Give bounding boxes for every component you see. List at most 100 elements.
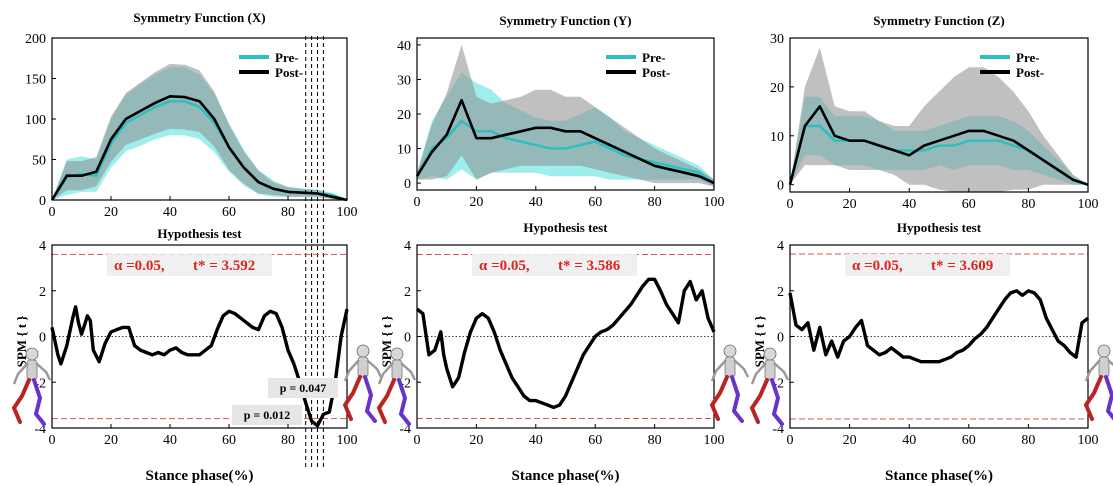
y-axis-label: SPM { t } [379,316,394,368]
x-tick-label: 60 [962,197,976,212]
panel-title: Hypothesis test [897,220,982,235]
runner-skeleton-icon [376,347,417,426]
legend-label: Pre- [275,50,299,65]
panel-title: Symmetry Function (X) [133,10,265,25]
post-mean-line [788,105,1089,186]
x-tick-label: 100 [337,433,358,448]
y-tick-label: 0 [404,331,411,346]
y-tick-label: 50 [32,154,46,169]
y-tick-label: 200 [25,32,46,47]
tstar-label: t* = 3.586 [558,258,621,274]
x-tick-label: 0 [49,205,56,220]
legend-label: Pre- [1016,50,1040,65]
panel-title: Hypothesis test [523,220,608,235]
p-value-box [232,405,302,425]
p-value-box [268,378,338,398]
critical-label-box [107,254,272,276]
panel-4: Hypothesis test α =0.05, t* = 3.592 p = 0.0… [11,226,383,484]
post-sd-band [52,63,347,201]
critical-label-box [845,254,1010,276]
legend-label: Post- [642,65,670,80]
alpha-label: α =0.05, [479,258,530,274]
x-tick-label: 80 [281,433,295,448]
runner-skeleton-icon [11,347,52,426]
y-tick-label: 30 [397,73,411,88]
y-tick-label: 100 [25,113,46,128]
y-tick-label: 10 [397,143,411,158]
runner-skeleton-icon [342,344,383,423]
x-tick-label: 40 [163,433,177,448]
x-tick-label: 20 [104,433,118,448]
x-tick-label: 20 [469,195,483,210]
x-tick-label: 100 [704,195,725,210]
y-tick-label: 4 [777,239,784,254]
x-axis-label: Stance phase(%) [146,468,254,484]
y-tick-label: 20 [770,81,784,96]
y-axis-label: SPM { t } [752,316,767,368]
panel-3: Symmetry Function (Z) Pre-Post- 0 20 40 60 80 1… [770,13,1099,212]
x-tick-label: 0 [414,195,421,210]
y-tick-label: 2 [777,285,784,300]
x-tick-label: 60 [588,433,602,448]
panel-2: Symmetry Function (Y) Pre-Post- 0 20 40 60 80 1… [397,13,725,210]
alpha-label: α =0.05, [114,258,165,274]
y-tick-label: 150 [25,73,46,88]
x-tick-label: 40 [529,195,543,210]
x-tick-label: 60 [588,195,602,210]
x-tick-label: 0 [49,433,56,448]
tstar-label: t* = 3.609 [931,258,993,274]
y-tick-label: 20 [397,108,411,123]
x-tick-label: 40 [902,197,916,212]
x-tick-label: 20 [469,433,483,448]
x-tick-label: 60 [222,433,236,448]
runner-skeleton-icon [709,344,750,423]
x-tick-label: 40 [163,205,177,220]
alpha-label: α =0.05, [852,258,903,274]
y-tick-label: 2 [39,285,46,300]
x-tick-label: 100 [1078,197,1099,212]
legend-label: Pre- [642,50,666,65]
y-tick-label: 0 [777,331,784,346]
p-value-label: p = 0.047 [280,381,327,395]
panel-title: Hypothesis test [157,226,242,241]
x-tick-label: 80 [1021,197,1035,212]
x-tick-label: 40 [902,433,916,448]
x-tick-label: 80 [1021,433,1035,448]
x-tick-label: 80 [648,433,662,448]
x-tick-label: 40 [529,433,543,448]
pre-mean-line [415,119,715,185]
post-mean-line [50,95,348,202]
critical-label-box [472,254,637,276]
panel-1: Symmetry Function (X) Pre-Post- 0 20 40 60 80 1… [25,10,358,220]
panel-title: Symmetry Function (Y) [499,13,631,28]
y-tick-label: -4 [772,422,784,437]
runner-skeleton-icon [749,347,790,426]
y-tick-label: 0 [777,179,784,194]
x-tick-label: 100 [1078,433,1099,448]
x-tick-label: 80 [281,205,295,220]
y-tick-label: 0 [39,194,46,209]
x-tick-label: 60 [222,205,236,220]
runner-skeleton-icon [1083,344,1113,421]
x-tick-label: 0 [787,433,794,448]
plot-frame [789,37,1089,193]
y-tick-label: 30 [770,32,784,47]
tstar-label: t* = 3.592 [193,258,255,274]
y-tick-label: 4 [39,239,46,254]
x-tick-label: 60 [962,433,976,448]
y-tick-label: 40 [397,39,411,54]
spm-t-curve [788,289,1090,364]
y-tick-label: 4 [404,239,411,254]
y-tick-label: -2 [399,376,411,391]
p-value-label: p = 0.012 [244,408,291,422]
x-tick-label: 0 [414,433,421,448]
x-tick-label: 100 [337,205,358,220]
x-tick-label: 100 [704,433,725,448]
y-tick-label: -2 [772,376,784,391]
spm-t-curve [415,277,716,410]
post-sd-band [790,47,1088,192]
y-tick-label: 0 [39,331,46,346]
x-tick-label: 20 [843,433,857,448]
